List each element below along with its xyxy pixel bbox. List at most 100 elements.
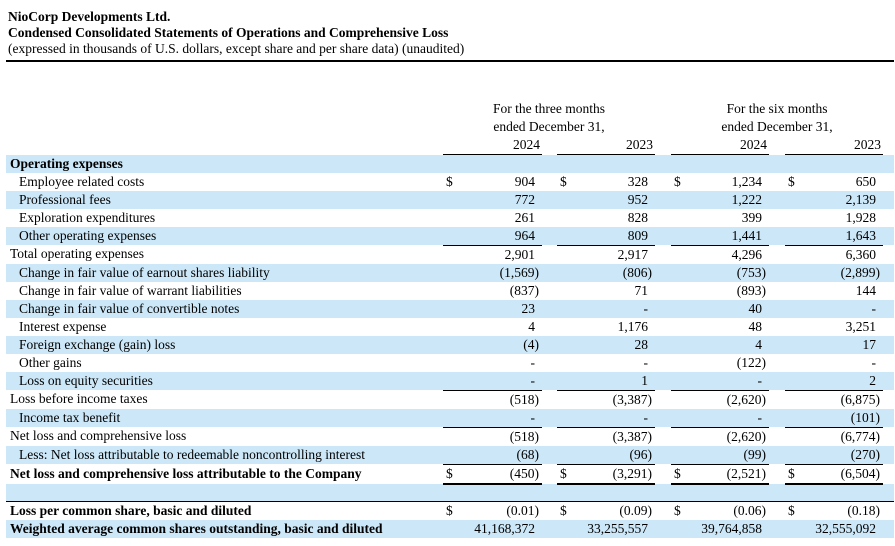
table-row: Income tax benefit - - - (101) [6, 408, 895, 428]
value-cell: - [871, 354, 877, 370]
period-header-six-months: For the six months [726, 101, 828, 116]
column-gap [655, 427, 671, 446]
column-gap [769, 390, 785, 409]
dollar-sign: $ [671, 501, 688, 520]
value-cell: 2,901 [504, 246, 535, 262]
value-cell: (806) [622, 264, 652, 280]
column-gap [769, 464, 785, 484]
value-cell: (101) [802, 408, 884, 428]
dollar-cell [671, 371, 688, 391]
value-cell: (0.18) [802, 501, 884, 520]
year-column-header: 2024 [671, 136, 769, 155]
dollar-cell [443, 282, 460, 300]
dollar-cell [443, 427, 460, 446]
column-gap [655, 300, 671, 318]
table-row: Change in fair value of warrant liabilit… [6, 282, 894, 300]
value-cell: 2 [802, 371, 884, 391]
document-header: NioCorp Developments Ltd. Condensed Cons… [6, 9, 895, 57]
row-tail [883, 264, 894, 282]
value-cell: - [460, 408, 542, 428]
row-tail [883, 282, 894, 300]
row-label: Change in fair value of convertible note… [19, 300, 240, 316]
column-gap [655, 446, 671, 465]
column-gap [655, 390, 671, 409]
value-cell: 40 [748, 300, 763, 316]
column-gap [542, 191, 557, 209]
value-cell: 39,764,858 [701, 521, 762, 536]
row-label: Interest expense [19, 318, 107, 334]
value-cell: - [574, 408, 655, 428]
period-header-three-months: For the three months [492, 101, 606, 116]
column-gap [542, 409, 557, 428]
value-cell: 17 [862, 336, 877, 352]
column-gap [769, 336, 785, 354]
dollar-cell [443, 520, 460, 538]
row-label: Loss on equity securities [19, 372, 153, 388]
dollar-cell [785, 209, 802, 227]
column-gap [655, 191, 671, 209]
value-cell: - [643, 354, 649, 370]
period-header-six-months-dates: ended December 31, [721, 119, 833, 134]
row-tail [883, 372, 894, 391]
spacer-cell [6, 100, 443, 118]
table-row: Exploration expenditures 261 828 399 1,928 [6, 209, 894, 227]
table-row: Loss on equity securities - 1 - 2 [6, 371, 895, 391]
dollar-cell [671, 191, 688, 209]
column-gap [769, 427, 785, 446]
row-label: Weighted average common shares outstandi… [10, 521, 383, 536]
dollar-cell [671, 354, 688, 372]
dollar-cell [671, 408, 688, 428]
row-tail [883, 484, 894, 502]
column-gap [542, 501, 557, 520]
value-cell: 1,234 [731, 173, 762, 189]
value-cell [802, 484, 883, 502]
row-tail [883, 191, 894, 209]
dollar-cell [671, 226, 688, 246]
value-cell: (2,899) [840, 264, 881, 280]
period-header-three-months-dates: ended December 31, [493, 119, 605, 134]
dollar-cell [785, 191, 802, 209]
value-cell: (270) [802, 445, 884, 465]
row-tail [883, 464, 894, 484]
value-cell: 1,222 [731, 191, 762, 207]
dollar-cell [785, 300, 802, 318]
dollar-cell [557, 226, 574, 246]
dollar-cell [785, 226, 802, 246]
row-label: Employee related costs [19, 173, 145, 189]
column-gap [542, 336, 557, 354]
row-tail [883, 409, 894, 428]
table-row: Change in fair value of earnout shares l… [6, 263, 895, 282]
table-row: Weighted average common shares outstandi… [6, 520, 895, 538]
column-gap [542, 318, 557, 336]
row-label: Net loss and comprehensive loss attribut… [10, 465, 362, 481]
column-gap [542, 209, 557, 227]
table-row: Loss before income taxes (518) (3,387) (2,6… [6, 390, 894, 409]
dollar-sign: $ [443, 464, 460, 485]
dollar-cell [443, 408, 460, 428]
year-column-header: 2023 [785, 136, 884, 155]
dollar-cell [443, 209, 460, 227]
dollar-cell [443, 245, 460, 264]
column-gap [542, 354, 557, 372]
row-label: Change in fair value of earnout shares l… [19, 264, 270, 280]
value-cell: 1,441 [688, 226, 769, 246]
value-cell [574, 155, 655, 173]
column-gap [655, 409, 671, 428]
dollar-cell [557, 371, 574, 391]
column-gap [655, 318, 671, 336]
row-tail [883, 520, 894, 538]
dollar-cell [671, 318, 688, 336]
value-cell: (0.01) [460, 501, 542, 520]
value-cell: 28 [634, 336, 649, 352]
dollar-cell [443, 354, 460, 372]
row-tail [883, 155, 894, 173]
dollar-cell [785, 371, 802, 391]
column-gap [769, 520, 785, 538]
dollar-sign: $ [560, 173, 567, 189]
table-row: Foreign exchange (gain) loss (4) 28 4 17 [6, 335, 895, 354]
dollar-cell [443, 318, 460, 336]
value-cell [688, 484, 769, 502]
value-cell [574, 484, 655, 502]
row-tail [883, 446, 894, 465]
row-label: Total operating expenses [10, 246, 145, 262]
